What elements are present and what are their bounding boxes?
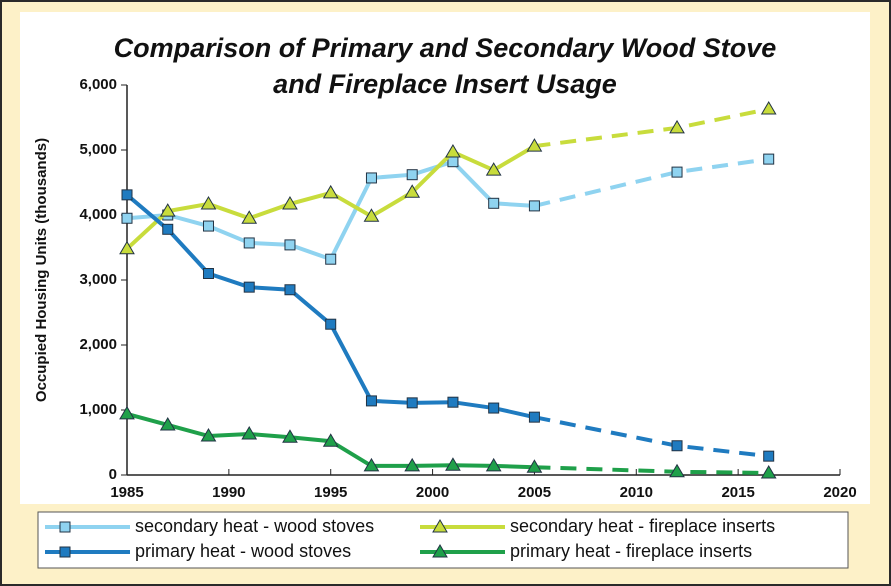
y-axis-label: Occupied Housing Units (thousands) xyxy=(33,138,50,402)
legend-label: secondary heat - wood stoves xyxy=(135,516,374,536)
marker xyxy=(202,268,214,279)
x-tick-label: 1985 xyxy=(110,484,143,501)
marker xyxy=(121,212,133,224)
x-tick-label: 1995 xyxy=(314,484,347,501)
marker xyxy=(485,457,502,472)
legend-label: secondary heat - fireplace inserts xyxy=(510,516,775,536)
marker xyxy=(322,433,339,447)
marker xyxy=(200,195,217,210)
x-tick-label: 2020 xyxy=(823,484,856,501)
marker xyxy=(59,521,71,533)
marker xyxy=(162,223,174,235)
marker xyxy=(763,153,775,165)
marker xyxy=(119,240,135,255)
marker xyxy=(671,166,683,178)
marker xyxy=(526,138,543,152)
chart-title: Comparison of Primary and Secondary Wood… xyxy=(114,33,777,63)
marker xyxy=(59,546,71,558)
marker xyxy=(760,101,777,115)
projected-line xyxy=(533,157,769,208)
marker xyxy=(432,519,448,533)
marker xyxy=(406,397,418,409)
marker xyxy=(282,195,298,210)
y-tick-label: 2,000 xyxy=(79,336,117,353)
marker xyxy=(669,119,685,134)
marker xyxy=(404,184,421,198)
marker xyxy=(760,465,777,479)
marker xyxy=(365,172,377,184)
marker xyxy=(241,426,258,440)
marker xyxy=(200,428,217,442)
marker xyxy=(241,210,258,224)
marker xyxy=(528,200,540,212)
y-tick-label: 0 xyxy=(109,466,117,483)
marker xyxy=(243,281,255,293)
marker xyxy=(202,220,214,232)
marker xyxy=(526,459,543,473)
marker xyxy=(488,197,500,209)
marker xyxy=(363,457,380,472)
marker xyxy=(432,544,448,558)
legend-label: primary heat - wood stoves xyxy=(135,541,351,561)
marker xyxy=(404,457,421,472)
x-tick-label: 2005 xyxy=(518,484,551,501)
marker xyxy=(445,457,461,471)
marker xyxy=(243,237,255,249)
y-tick-label: 3,000 xyxy=(79,271,117,288)
marker xyxy=(763,450,775,462)
marker xyxy=(447,396,459,408)
marker xyxy=(363,208,380,222)
x-tick-label: 2015 xyxy=(721,484,754,501)
x-tick-label: 2010 xyxy=(620,484,653,501)
marker xyxy=(159,203,176,217)
marker xyxy=(121,189,133,201)
y-tick-label: 5,000 xyxy=(79,141,117,158)
marker xyxy=(485,162,502,176)
legend-box xyxy=(37,511,849,569)
marker xyxy=(325,318,337,330)
marker xyxy=(488,402,500,414)
marker xyxy=(406,169,418,181)
marker xyxy=(325,253,337,265)
y-tick-label: 6,000 xyxy=(79,76,117,93)
x-tick-label: 2000 xyxy=(416,484,449,501)
marker xyxy=(528,411,540,423)
marker xyxy=(159,416,176,431)
y-tick-label: 1,000 xyxy=(79,401,117,418)
marker xyxy=(119,405,135,420)
marker xyxy=(284,239,296,251)
marker xyxy=(365,395,377,407)
chart-title: and Fireplace Insert Usage xyxy=(273,69,617,99)
marker xyxy=(445,143,461,158)
y-tick-label: 4,000 xyxy=(79,206,117,223)
marker xyxy=(671,440,683,452)
marker xyxy=(284,284,296,296)
x-tick-label: 1990 xyxy=(212,484,245,501)
marker xyxy=(282,429,298,443)
legend-label: primary heat - fireplace inserts xyxy=(510,541,752,561)
marker xyxy=(669,463,685,478)
marker xyxy=(322,184,339,199)
